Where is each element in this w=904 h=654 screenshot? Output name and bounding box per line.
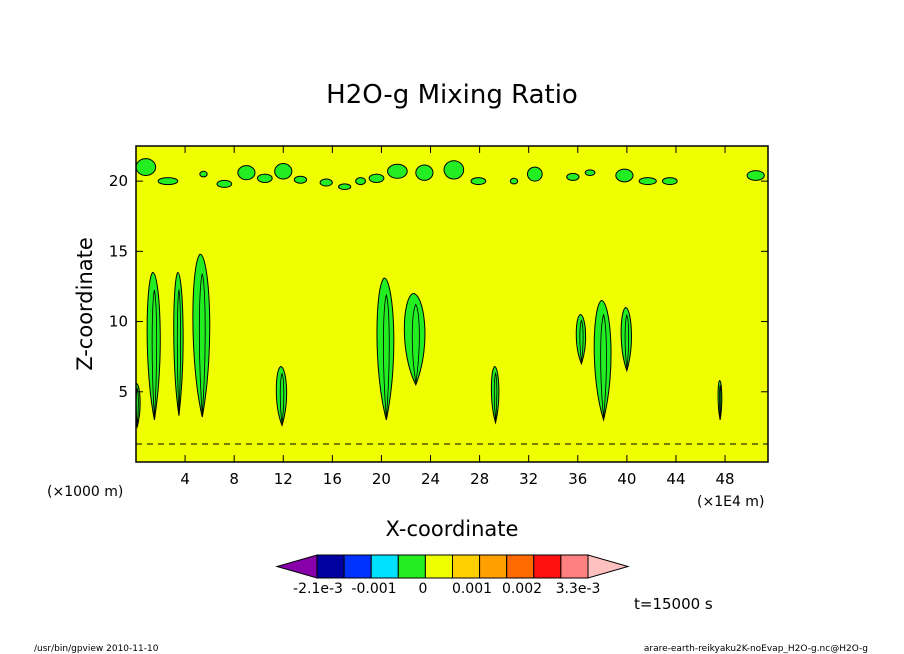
upper-blob-10 [355,177,366,186]
x-tick-label-4: 20 [372,470,391,488]
upper-blob-9 [337,183,352,191]
x-tick-label-8: 36 [568,470,587,488]
upper-blob-19 [584,169,596,176]
x-unit-left: (×1000 m) [47,484,123,500]
x-tick-label-2: 12 [274,470,293,488]
upper-blob-18 [566,172,580,181]
colorbar-swatch-2 [370,554,399,579]
x-tick-label-3: 16 [323,470,342,488]
upper-blob-21 [638,177,657,186]
colorbar-swatch-5 [452,554,481,579]
time-label: t=15000 s [634,595,713,613]
upper-blob-20 [615,168,634,183]
x-tick-label-1: 8 [229,470,239,488]
plume-inner-contour-8 [579,319,584,362]
x-tick-label-10: 44 [666,470,685,488]
upper-blob-2 [199,170,208,178]
y-tick-label-1: 10 [109,313,128,331]
plume-inner-contour-5 [383,293,390,418]
plot-frame [135,145,769,463]
colorbar-swatch-9 [560,554,589,579]
upper-blob-0 [136,158,157,176]
upper-blob-12 [387,163,408,179]
colorbar [275,554,630,579]
x-unit-right: (×1E4 m) [697,494,764,510]
y-tick-label-0: 5 [118,383,128,401]
plume-5 [376,277,395,420]
plume-9 [593,299,612,422]
upper-blob-5 [256,173,273,184]
colorbar-label-5: 3.3e-3 [556,581,601,597]
colorbar-label-1: -0.001 [351,581,396,597]
plume-inner-contour-6 [411,303,420,383]
plume-6 [403,292,426,386]
plume-inner-contour-11 [719,385,722,418]
plume-inner-contour-4 [279,372,285,424]
upper-blob-16 [509,177,519,185]
colorbar-label-2: 0 [419,581,428,597]
plot-area [135,145,769,463]
plume-inner-contour-9 [600,313,607,418]
upper-blob-14 [443,160,465,180]
colorbar-swatch-8 [533,554,562,579]
plume-1 [173,271,184,416]
colorbar-arrow-low [275,554,318,579]
upper-blob-11 [368,173,385,184]
x-tick-label-6: 28 [470,470,489,488]
plume-10 [620,307,632,373]
colorbar-swatch-7 [506,554,535,579]
upper-blob-3 [216,179,233,188]
upper-blob-6 [274,163,293,180]
upper-blob-7 [293,175,308,184]
colorbar-label-0: -2.1e-3 [293,581,343,597]
x-tick-label-0: 4 [180,470,190,488]
colorbar-swatch-6 [479,554,508,579]
plume-inner-contour-7 [493,371,498,421]
upper-blob-8 [319,178,333,187]
colorbar-arrow-high [587,554,630,579]
upper-blob-22 [661,177,678,186]
colorbar-label-4: 0.002 [502,581,542,597]
colorbar-swatch-0 [316,554,345,579]
plume-inner-contour-2 [198,273,206,416]
colorbar-swatch-1 [343,554,372,579]
upper-blob-4 [237,165,256,181]
y-tick-label-2: 15 [109,242,128,260]
plume-inner-contour-1 [176,289,181,414]
plume-4 [275,365,288,428]
colorbar-swatch-3 [397,554,426,579]
y-axis-label: Z-coordinate [73,237,97,371]
chart-title: H2O-g Mixing Ratio [326,80,578,110]
upper-blob-13 [415,164,434,181]
colorbar-label-3: 0.001 [452,581,492,597]
plot-background [136,146,768,462]
plume-0 [146,271,161,420]
footer-right: arare-earth-reikyaku2K-noEvap_H2O-g.nc@H… [644,644,868,654]
footer-left: /usr/bin/gpview 2010-11-10 [34,644,159,654]
x-axis-label: X-coordinate [386,517,519,541]
plume-8 [575,314,587,366]
plume-2 [192,253,211,418]
x-tick-label-5: 24 [421,470,440,488]
plume-7 [490,365,500,425]
plume-inner-contour-10 [624,314,630,369]
upper-blob-17 [526,166,543,182]
upper-blob-1 [157,177,179,186]
upper-blob-15 [470,177,487,186]
x-tick-label-7: 32 [519,470,538,488]
x-tick-label-11: 48 [716,470,735,488]
x-tick-label-9: 40 [617,470,636,488]
upper-blob-23 [746,170,765,181]
y-tick-label-3: 20 [109,172,128,190]
colorbar-swatch-4 [424,554,453,579]
plume-inner-contour-0 [151,290,158,418]
